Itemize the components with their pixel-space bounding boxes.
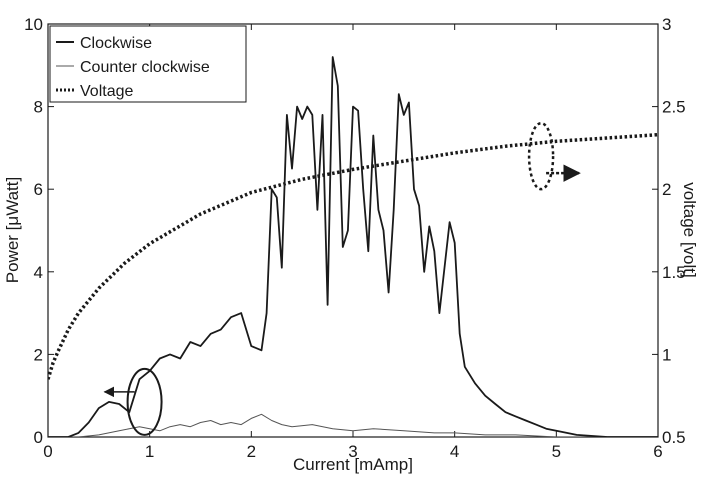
y-left-tick-label: 0 — [34, 428, 43, 447]
y-right-tick-label: 0.5 — [662, 428, 686, 447]
legend-label-clockwise: Clockwise — [80, 35, 152, 52]
series-line-clockwise — [48, 56, 658, 437]
y-right-tick-label: 2 — [662, 180, 671, 199]
legend: Clockwise Counter clockwise Voltage — [49, 25, 247, 103]
y-right-tick-label: 1 — [662, 345, 671, 364]
x-tick-label: 5 — [552, 442, 561, 461]
y-left-tick-label: 8 — [34, 98, 43, 117]
series-line-counter-clockwise — [48, 413, 658, 437]
series-layer — [48, 56, 658, 437]
annotation-layer — [103, 121, 581, 436]
y-left-tick-label: 6 — [34, 180, 43, 199]
x-tick-label: 3 — [348, 442, 357, 461]
x-tick-label: 6 — [653, 442, 662, 461]
legend-label-voltage: Voltage — [80, 83, 133, 100]
y-left-tick-label: 4 — [34, 263, 43, 282]
y-left-tick-label: 10 — [24, 15, 43, 34]
y-right-tick-label: 3 — [662, 15, 671, 34]
x-tick-label: 0 — [43, 442, 52, 461]
x-tick-label: 2 — [247, 442, 256, 461]
x-tick-label: 4 — [450, 442, 459, 461]
y-left-tick-label: 2 — [34, 345, 43, 364]
legend-label-counter-clockwise: Counter clockwise — [80, 59, 210, 76]
axis-tick-labels: 0 1 2 3 4 5 6 0 2 4 6 8 10 0.5 1 1.5 2 2.5 3 — [24, 15, 686, 461]
annotation-ellipse-voltage — [527, 121, 555, 191]
x-tick-label: 1 — [145, 442, 154, 461]
legend-box — [49, 25, 247, 103]
y-left-axis-title: Power [μWatt] — [3, 177, 22, 283]
y-right-tick-label: 2.5 — [662, 98, 686, 117]
y-right-tick-label: 1.5 — [662, 263, 686, 282]
annotation-ellipse-power — [126, 367, 163, 436]
y-right-axis-title: voltage [volt] — [680, 182, 699, 277]
x-axis-title: Current [mAmp] — [293, 455, 413, 474]
